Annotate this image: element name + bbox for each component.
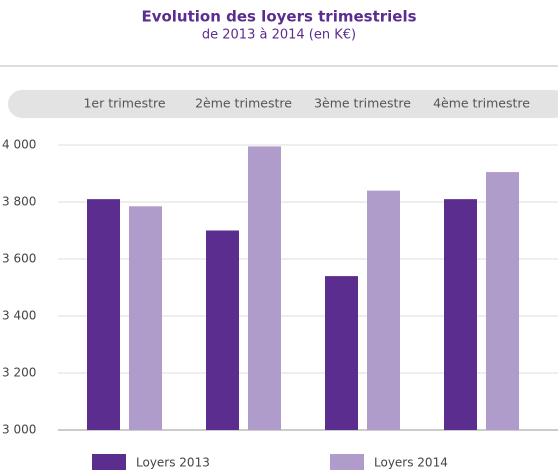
bar <box>325 276 358 430</box>
y-tick-label: 3 600 <box>2 252 36 266</box>
legend-swatch <box>92 454 126 470</box>
bar <box>444 199 477 430</box>
y-tick-label: 3 800 <box>2 195 36 209</box>
y-tick-label: 3 400 <box>2 309 36 323</box>
bar <box>486 172 519 430</box>
y-tick-label: 3 200 <box>2 366 36 380</box>
legend-label: Loyers 2013 <box>136 456 210 470</box>
legend-swatch <box>330 454 364 470</box>
x-tick-label: 4ème trimestre <box>433 96 530 111</box>
legend-label: Loyers 2014 <box>374 456 448 470</box>
x-tick-label: 3ème trimestre <box>314 96 411 111</box>
bar <box>248 146 281 431</box>
bar <box>367 190 400 430</box>
x-tick-label: 2ème trimestre <box>195 96 292 111</box>
y-tick-label: 3 000 <box>2 423 36 437</box>
category-band <box>8 90 558 118</box>
bar <box>206 230 239 430</box>
chart-subtitle: de 2013 à 2014 (en K€) <box>202 28 356 43</box>
y-tick-label: 4 000 <box>2 138 36 152</box>
bar <box>129 206 162 430</box>
chart-title: Evolution des loyers trimestriels <box>141 8 416 26</box>
x-tick-label: 1er trimestre <box>83 96 165 111</box>
bar <box>87 199 120 430</box>
